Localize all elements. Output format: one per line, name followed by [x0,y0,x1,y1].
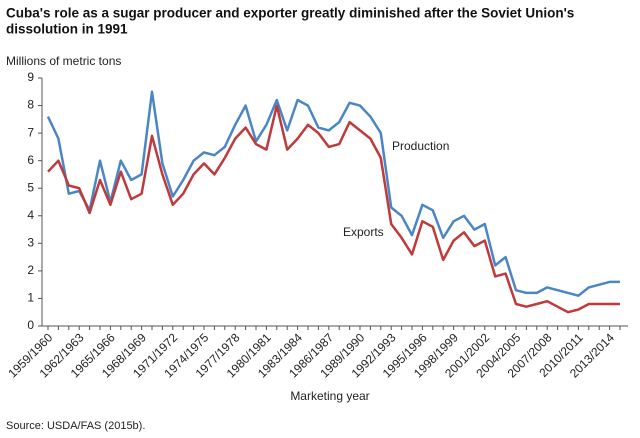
y-tick-label: 7 [27,125,34,139]
y-tick-label: 4 [27,208,34,222]
y-tick-label: 5 [27,180,34,194]
y-tick-label: 6 [27,153,34,167]
chart-title: Cuba's role as a sugar producer and expo… [6,6,574,21]
series-label: Exports [343,225,384,239]
y-tick-label: 3 [27,236,34,250]
series-line [46,90,620,297]
y-tick-label: 0 [27,318,34,332]
series-label: Production [392,139,449,153]
y-tick-label: 1 [27,291,34,305]
x-axis-label: Marketing year [290,389,369,403]
source-note: Source: USDA/FAS (2015b). [6,420,145,432]
chart-title: dissolution in 1991 [6,22,128,37]
y-tick-label: 9 [27,70,34,84]
series-line [47,104,620,314]
y-axis-label: Millions of metric tons [6,54,121,68]
y-tick-label: 8 [27,98,34,112]
y-tick-label: 2 [27,263,34,277]
